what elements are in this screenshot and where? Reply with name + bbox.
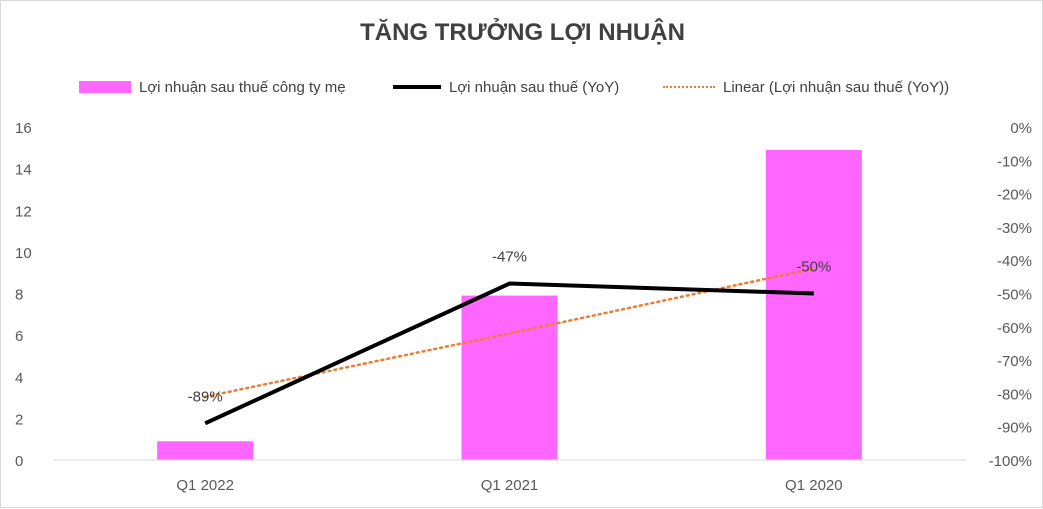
y-left-tick-label: 14 [15,162,32,179]
y-left-tick-label: 8 [15,287,23,304]
legend-label-yoy: Lợi nhuận sau thuế (YoY) [449,78,620,96]
chart-title: TĂNG TRƯỞNG LỢI NHUẬN [360,19,685,46]
x-tick-label: Q1 2021 [481,477,539,494]
legend-item-linear: Linear (Lợi nhuận sau thuế (YoY)) [663,75,949,99]
y-right-tick-label: -40% [997,253,1032,270]
y-left-tick-label: 6 [15,328,23,345]
y-right-tick-label: -100% [989,453,1032,470]
chart-legend: Lợi nhuận sau thuế công ty mẹ Lợi nhuận … [1,75,1043,99]
y-right-tick-label: 0% [1010,120,1032,137]
y-right-tick-label: -50% [997,287,1032,304]
y-right-tick-label: -60% [997,320,1032,337]
y-left-tick-label: 2 [15,411,23,428]
y-right-tick-label: -90% [997,420,1032,437]
legend-item-yoy: Lợi nhuận sau thuế (YoY) [393,75,619,99]
yoy-line-series [204,281,814,426]
bar [157,441,254,460]
bar [765,149,862,461]
y-right-tick-label: -80% [997,386,1032,403]
y-left-tick-label: 12 [15,203,32,220]
y-right-tick-label: -10% [997,153,1032,170]
x-tick-label: Q1 2020 [785,477,843,494]
y-left-tick-label: 0 [15,453,23,470]
y-left-tick-label: 16 [15,120,32,137]
legend-label-linear: Linear (Lợi nhuận sau thuế (YoY)) [723,78,950,96]
legend-swatch-yoy [393,85,441,89]
y-left-tick-label: 10 [15,245,32,262]
y-right-tick-label: -70% [997,353,1032,370]
yoy-data-label: -50% [796,259,831,276]
legend-item-bar: Lợi nhuận sau thuế công ty mẹ [79,75,346,99]
yoy-data-label: -47% [492,249,527,266]
y-right-tick-label: -20% [997,187,1032,204]
legend-swatch-bar [79,81,131,93]
bar [461,295,558,460]
y-right-tick-label: -30% [997,220,1032,237]
legend-label-bar: Lợi nhuận sau thuế công ty mẹ [139,78,346,96]
yoy-data-label: -89% [188,388,223,405]
legend-swatch-linear [663,86,715,88]
x-tick-label: Q1 2022 [176,477,234,494]
y-left-tick-label: 4 [15,370,23,387]
